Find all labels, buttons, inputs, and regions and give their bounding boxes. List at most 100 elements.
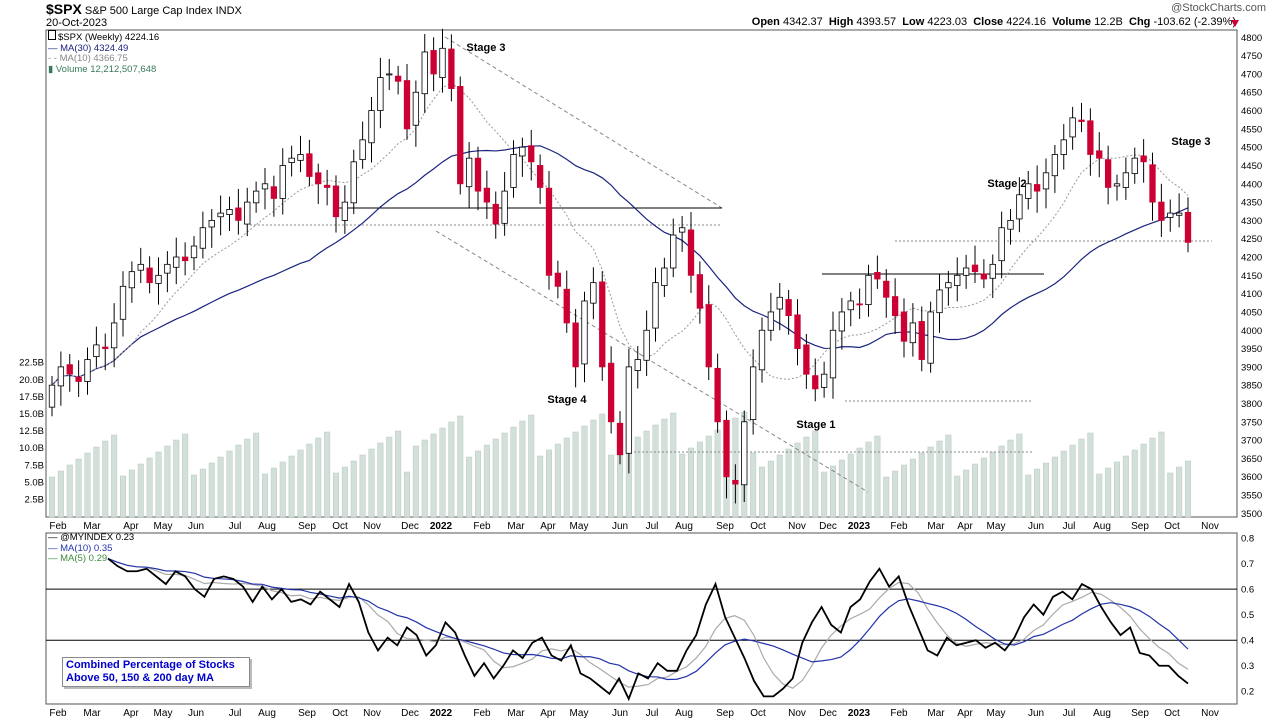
candle	[874, 255, 881, 289]
volume-bar	[137, 463, 144, 518]
candle	[909, 303, 917, 357]
candle	[181, 242, 189, 276]
stage-label: Stage 3	[1171, 136, 1210, 148]
candle-down-body	[723, 419, 730, 478]
volume-bar	[528, 414, 535, 518]
candle	[545, 170, 553, 290]
x-tick-label: Oct	[332, 521, 348, 532]
price-tick-label: 4600	[1241, 106, 1262, 117]
candle	[652, 267, 659, 342]
candle-up-body	[359, 139, 366, 161]
candle-up-body	[954, 274, 961, 286]
candle-down-body	[687, 229, 695, 276]
volume-bar	[758, 466, 766, 518]
candle	[891, 278, 899, 334]
x-tick-label: Sep	[298, 521, 316, 532]
candle-up-body	[1113, 183, 1121, 187]
volume-bar	[199, 468, 206, 518]
indicator-tick-label: 0.6	[1241, 585, 1254, 596]
volume-bar	[847, 453, 854, 518]
x-tick-label-lower: 2022	[430, 708, 453, 719]
candle-down-body	[1149, 164, 1156, 203]
volume-bar	[217, 456, 224, 518]
volume-bar	[377, 442, 384, 518]
x-tick-label: Jun	[188, 521, 204, 532]
candle	[394, 65, 402, 95]
volume-bar	[856, 447, 863, 518]
candle-up-body	[261, 183, 269, 190]
candle-down-body	[616, 422, 624, 456]
chg-label: Chg	[1129, 16, 1151, 28]
x-tick-label: Nov	[363, 521, 381, 532]
candle-up-body	[741, 421, 748, 486]
candle	[998, 211, 1005, 279]
candle-down-body	[528, 145, 535, 163]
candle	[625, 348, 633, 474]
volume-bar	[767, 460, 774, 518]
volume-bar	[554, 443, 561, 518]
stage-label: Stage 1	[796, 419, 835, 431]
candle-up-body	[998, 227, 1005, 262]
volume-bar	[537, 455, 544, 518]
candle-up-body	[962, 267, 970, 276]
price-tick-label: 3650	[1241, 454, 1262, 465]
volume-bar	[750, 452, 757, 518]
candle-up-body	[749, 366, 757, 421]
volume-bar	[359, 454, 366, 518]
candle	[1087, 108, 1094, 176]
candle-down-body	[403, 80, 411, 130]
volume-bar	[341, 466, 348, 518]
volume-bar	[599, 413, 606, 518]
price-tick-label: 3500	[1241, 509, 1262, 520]
candle	[1007, 209, 1014, 245]
candle	[794, 299, 801, 366]
candle-up-body	[128, 271, 136, 289]
volume-bar	[421, 439, 428, 518]
volume-bar	[1042, 462, 1050, 518]
x-tick-label-lower: Aug	[258, 708, 276, 719]
candle	[1113, 174, 1121, 201]
candle-down-body	[563, 288, 570, 324]
candle-up-body	[252, 190, 260, 204]
legend-ma10: - - MA(10) 4366.75	[48, 53, 128, 64]
price-legend: $SPX (Weekly) 4224.16 — MA(30) 4324.49 -…	[48, 30, 159, 75]
volume-bar	[1167, 472, 1174, 518]
volume-bar	[1078, 438, 1085, 518]
candle-up-body	[519, 146, 526, 157]
candle	[954, 257, 961, 302]
price-tick-label: 4100	[1241, 289, 1262, 300]
x-tick-label: Oct	[750, 521, 766, 532]
candle	[448, 34, 455, 102]
candle-down-body	[1087, 120, 1094, 155]
candle-down-body	[315, 172, 322, 185]
x-tick-label-lower: Mar	[507, 708, 525, 719]
ma10-line	[51, 82, 1189, 386]
volume-bar	[279, 461, 286, 518]
candle-down-body	[270, 186, 278, 199]
candle	[741, 410, 748, 502]
volume-bar	[244, 438, 251, 518]
x-tick-label: Jun	[1028, 521, 1044, 532]
candle	[945, 270, 952, 306]
candle-down-body	[572, 322, 579, 368]
candle	[1140, 139, 1147, 183]
volume-bar	[838, 459, 845, 518]
candle	[803, 333, 810, 389]
index-ma5-line	[107, 557, 1189, 689]
x-tick-label-lower: Jun	[188, 708, 204, 719]
candle-up-body	[936, 289, 943, 314]
candle-down-body	[599, 281, 606, 368]
candle-up-body	[164, 263, 171, 274]
candle-down-body	[146, 267, 153, 284]
candle	[48, 376, 56, 417]
volume-bar	[643, 430, 650, 518]
copyright: @StockCharts.com	[1171, 2, 1266, 14]
candle	[829, 311, 837, 399]
candle	[93, 326, 100, 368]
index-line	[107, 557, 1189, 702]
close-label: Close	[973, 16, 1004, 28]
volume-bar	[1060, 450, 1067, 518]
candle-up-body	[377, 77, 384, 111]
x-tick-label-lower: Aug	[675, 708, 693, 719]
volume-bar	[332, 472, 340, 518]
